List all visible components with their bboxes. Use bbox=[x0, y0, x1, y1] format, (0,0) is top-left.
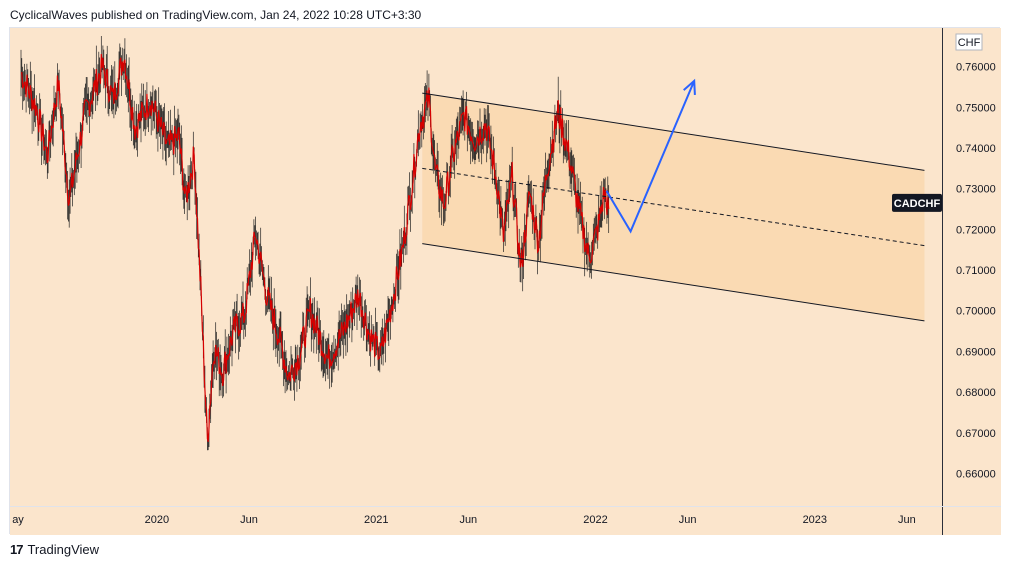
price-series bbox=[20, 53, 610, 443]
x-tick-label: Jun bbox=[679, 514, 697, 526]
publication-header: CyclicalWaves published on TradingView.c… bbox=[10, 8, 422, 22]
y-tick-label: 0.73000 bbox=[956, 184, 996, 196]
y-tick-label: 0.68000 bbox=[956, 387, 996, 399]
x-tick-label: Jun bbox=[459, 514, 477, 526]
y-tick-label: 0.67000 bbox=[956, 428, 996, 440]
y-tick-label: 0.72000 bbox=[956, 224, 996, 236]
x-tick-label: 2021 bbox=[364, 514, 388, 526]
time-scale-bg bbox=[10, 506, 942, 535]
x-tick-label: 2023 bbox=[803, 514, 827, 526]
channel-middle-line bbox=[422, 167, 925, 247]
tradingview-footer[interactable]: 17 TradingView bbox=[10, 542, 99, 557]
x-tick-label: 2020 bbox=[145, 514, 169, 526]
price-chart[interactable]: CHF 0.76000 0.75000 0.74000 0.73000 0.72000 0.… bbox=[10, 28, 1001, 535]
tradingview-logo-icon: 17 bbox=[10, 542, 24, 557]
y-tick-label: 0.75000 bbox=[956, 102, 996, 114]
tradingview-brand: TradingView bbox=[27, 542, 100, 557]
x-tick-label: Jun bbox=[898, 514, 916, 526]
forecast-path bbox=[605, 80, 696, 234]
y-tick-label: 0.70000 bbox=[956, 306, 996, 318]
currency-label-box bbox=[955, 33, 983, 51]
ticker-label: CADCHF bbox=[894, 198, 941, 210]
chart-container[interactable]: CHF 0.76000 0.75000 0.74000 0.73000 0.72000 0.… bbox=[9, 27, 1001, 535]
currency-label: CHF bbox=[958, 37, 981, 49]
y-tick-label: 0.74000 bbox=[956, 143, 996, 155]
y-tick-label: 0.76000 bbox=[956, 62, 996, 74]
forecast-arrowhead bbox=[683, 78, 696, 95]
y-tick-label: 0.66000 bbox=[956, 468, 996, 480]
x-tick-label: Jun bbox=[240, 514, 258, 526]
price-scale-bg bbox=[942, 28, 1001, 535]
x-tick-label: 2022 bbox=[583, 514, 607, 526]
y-tick-label: 0.69000 bbox=[956, 346, 996, 358]
channel-lower-line bbox=[422, 243, 925, 322]
ticker-label-box bbox=[892, 193, 942, 212]
y-tick-label: 0.71000 bbox=[956, 265, 996, 277]
x-tick-label: ay bbox=[12, 514, 24, 526]
